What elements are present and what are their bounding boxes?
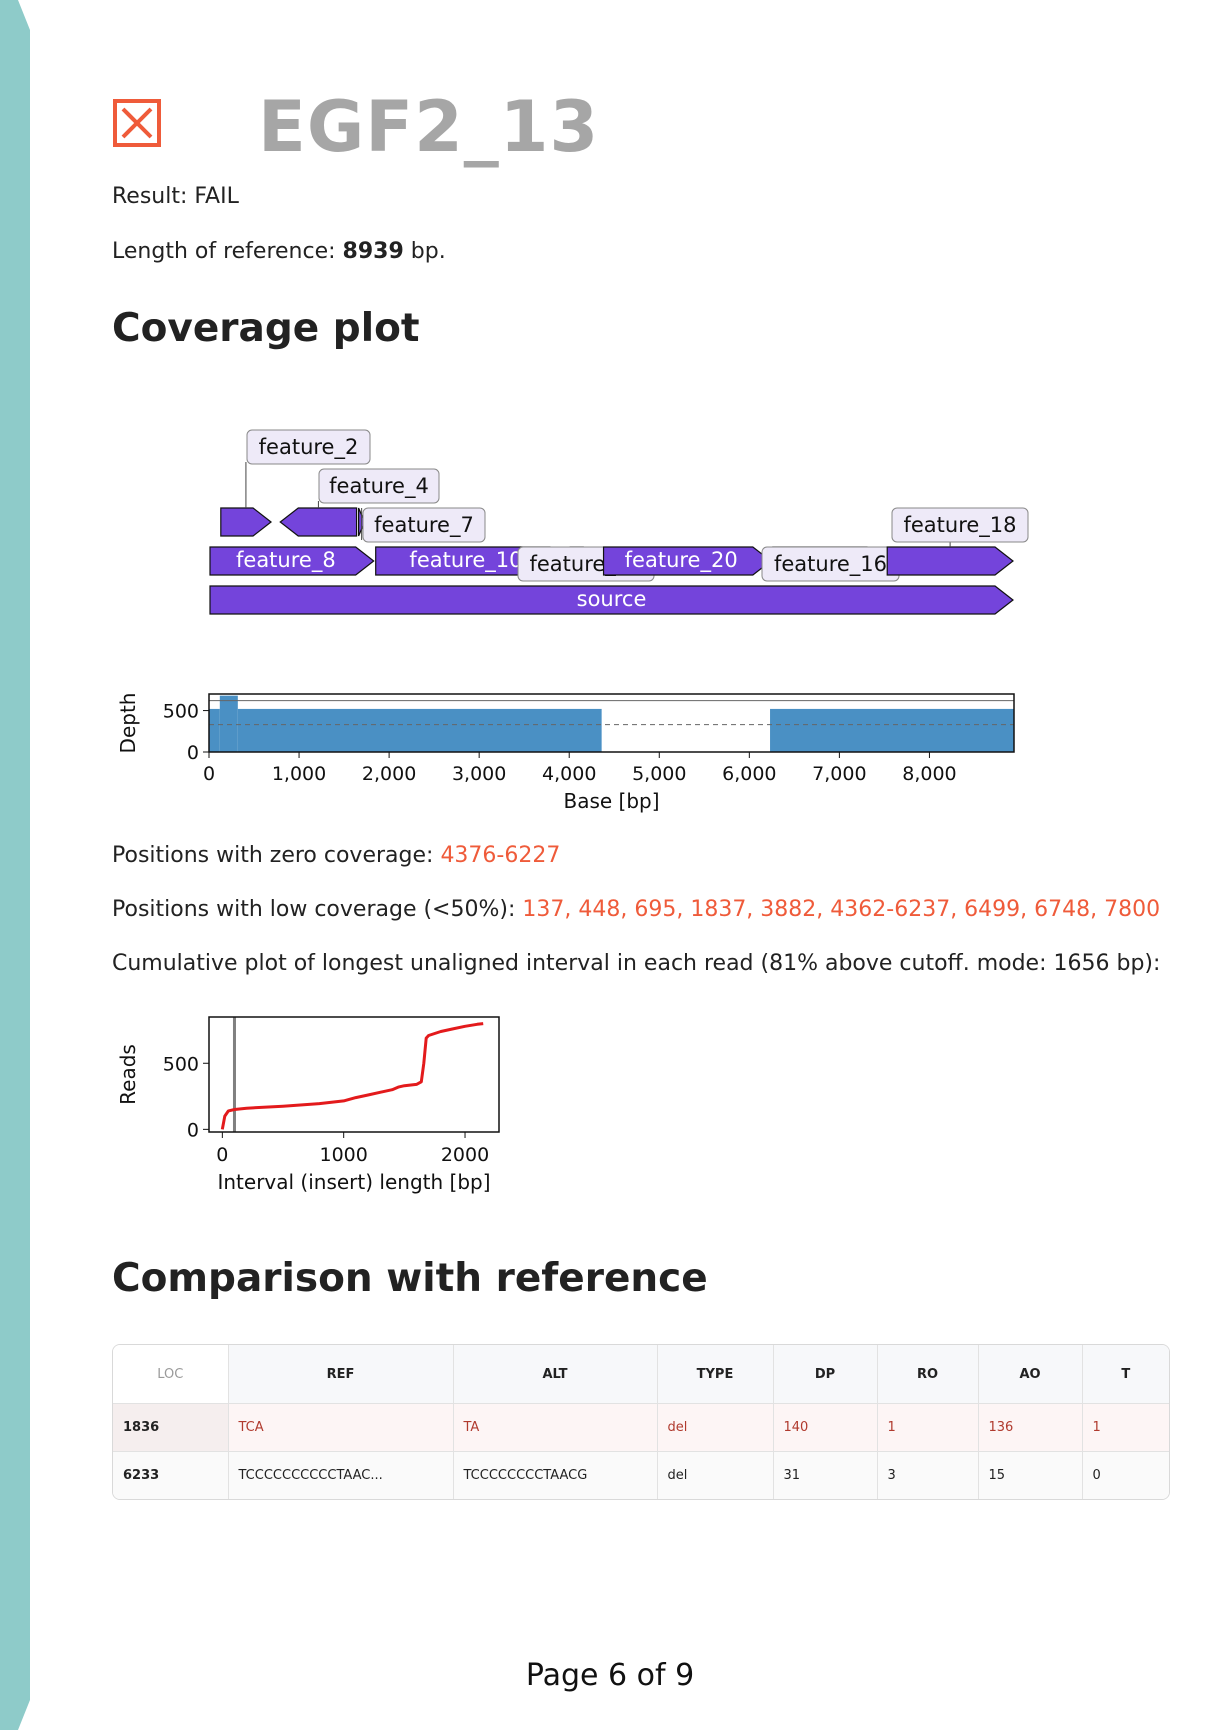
cell-ref: TCCCCCCCCCCTAAC... <box>228 1451 454 1499</box>
reference-length-label: Length of reference: <box>112 239 336 264</box>
x-tick-label: 0 <box>216 1144 228 1166</box>
cumulative-plot-frame <box>208 1016 500 1133</box>
result-value: FAIL <box>194 184 239 209</box>
feature-arrow-feature_4 <box>279 507 358 537</box>
x-tick-label: 3,000 <box>452 763 506 785</box>
x-axis-label: Base [bp] <box>563 789 659 813</box>
reference-length-value: 8939 <box>342 239 404 264</box>
feature-label-feature_16: feature_16 <box>774 552 887 577</box>
coverage-figure: feature_2 feature_4 feature_7 feature_8 feat… <box>116 429 1029 813</box>
zero-coverage-line: Positions with zero coverage: 4376-6227 <box>112 843 560 868</box>
depth-bar-0 <box>209 708 220 752</box>
zero-coverage-value[interactable]: 4376-6227 <box>440 843 561 868</box>
feature-label-feature_18: feature_18 <box>903 513 1016 538</box>
x-tick-label: 2000 <box>441 1144 489 1166</box>
depth-bar-2 <box>237 708 602 752</box>
cell-alt: TCCCCCCCCTAACG <box>453 1451 658 1499</box>
comparison-heading: Comparison with reference <box>112 1256 708 1301</box>
x-tick-label: 4,000 <box>542 763 596 785</box>
cumulative-caption: Cumulative plot of longest unaligned int… <box>112 951 1161 976</box>
table-header-row: LOC REF ALT TYPE DP RO AO T <box>113 1345 1169 1404</box>
x-tick-label: 1000 <box>320 1144 368 1166</box>
depth-plot-frame <box>208 693 1015 753</box>
cell-ro: 3 <box>877 1451 979 1499</box>
cell-t: 0 <box>1082 1451 1169 1499</box>
depth-chart: 0 1,000 2,000 3,000 4,000 5,000 6,000 7,000 8,00… <box>116 693 1015 813</box>
feature-label-box-feature_18 <box>891 507 1029 543</box>
cell-dp: 140 <box>773 1403 878 1452</box>
cell-loc: 1836 <box>113 1403 229 1452</box>
x-tick-label: 6,000 <box>722 763 776 785</box>
cell-ro: 1 <box>877 1403 979 1452</box>
series-line <box>220 1022 484 1130</box>
side-accent-bar <box>0 0 30 1730</box>
page-number: Page 6 of 9 <box>525 1658 695 1693</box>
zero-coverage-label: Positions with zero coverage: <box>112 843 434 868</box>
cell-dp: 31 <box>773 1451 878 1499</box>
cell-alt: TA <box>453 1403 658 1452</box>
x-tick-label: 0 <box>203 763 215 785</box>
cell-type: del <box>657 1451 774 1499</box>
column-header-alt[interactable]: ALT <box>453 1345 658 1404</box>
depth-bar-1 <box>219 695 238 752</box>
cell-type: del <box>657 1403 774 1452</box>
cell-t: 1 <box>1082 1403 1169 1452</box>
column-header-dp[interactable]: DP <box>773 1345 878 1404</box>
reference-length-line: Length of reference: 8939 bp. <box>112 239 446 264</box>
feature-label-feature_10: feature_10 <box>409 548 522 573</box>
y-tick-label: 500 <box>163 701 199 723</box>
column-header-loc[interactable]: LOC <box>113 1345 229 1404</box>
coverage-heading: Coverage plot <box>112 306 420 351</box>
x-box-icon <box>113 99 161 147</box>
feature-label-box-feature_4 <box>318 468 440 504</box>
feature-label-feature_2: feature_2 <box>259 435 359 460</box>
feature-arrow-feature_18 <box>886 546 1014 576</box>
column-header-ao[interactable]: AO <box>978 1345 1083 1404</box>
y-tick-label: 500 <box>163 1053 199 1075</box>
feature-label-feature_4: feature_4 <box>329 474 429 499</box>
feature-arrow-feature_2 <box>220 507 273 537</box>
cell-ao: 136 <box>978 1403 1083 1452</box>
cumulative-plot: 0 1000 2000 0 500 Interval (insert) length [b… <box>116 1016 500 1194</box>
feature-label-box-feature_2 <box>246 429 371 465</box>
variants-table: LOC REF ALT TYPE DP RO AO T 1836 TCA TA … <box>112 1344 1170 1500</box>
y-axis-label: Depth <box>116 693 140 754</box>
feature-map: feature_2 feature_4 feature_7 feature_8 feat… <box>209 429 1029 615</box>
low-coverage-line: Positions with low coverage (<50%): 137,… <box>112 897 1160 922</box>
cell-ref: TCA <box>228 1403 454 1452</box>
column-header-t[interactable]: T <box>1082 1345 1169 1404</box>
x-tick-label: 8,000 <box>902 763 956 785</box>
x-axis-label: Interval (insert) length [bp] <box>217 1170 490 1194</box>
x-tick-label: 5,000 <box>632 763 686 785</box>
result-label: Result: <box>112 184 188 209</box>
depth-bar-4 <box>770 708 1014 752</box>
column-header-type[interactable]: TYPE <box>657 1345 774 1404</box>
x-tick-label: 7,000 <box>812 763 866 785</box>
feature-label-feature_7: feature_7 <box>374 513 474 538</box>
column-header-ro[interactable]: RO <box>877 1345 979 1404</box>
feature-label-feature_20: feature_20 <box>625 548 738 573</box>
y-axis-label: Reads <box>116 1044 140 1105</box>
result-line: Result: FAIL <box>112 184 239 209</box>
x-tick-label: 1,000 <box>272 763 326 785</box>
cell-ao: 15 <box>978 1451 1083 1499</box>
y-tick-label: 0 <box>187 742 199 764</box>
reference-length-unit: bp. <box>410 239 446 264</box>
feature-label-feature_8: feature_8 <box>236 548 336 573</box>
feature-arrow-feature_8 <box>209 546 375 576</box>
x-tick-label: 2,000 <box>362 763 416 785</box>
table-row: 1836 TCA TA del 140 1 136 1 <box>113 1403 1169 1452</box>
sample-name: EGF2_13 <box>258 86 600 168</box>
y-tick-label: 0 <box>187 1119 199 1141</box>
column-header-ref[interactable]: REF <box>228 1345 454 1404</box>
feature-label-source: source <box>577 587 647 611</box>
low-coverage-label: Positions with low coverage (<50%): <box>112 897 516 922</box>
cell-loc: 6233 <box>113 1451 229 1499</box>
feature-arrow-source <box>209 585 1014 615</box>
low-coverage-value[interactable]: 137, 448, 695, 1837, 3882, 4362-6237, 64… <box>522 897 1161 922</box>
feature-label-box-feature_7 <box>362 507 486 543</box>
table-row: 6233 TCCCCCCCCCCTAAC... TCCCCCCCCTAACG d… <box>113 1451 1169 1499</box>
